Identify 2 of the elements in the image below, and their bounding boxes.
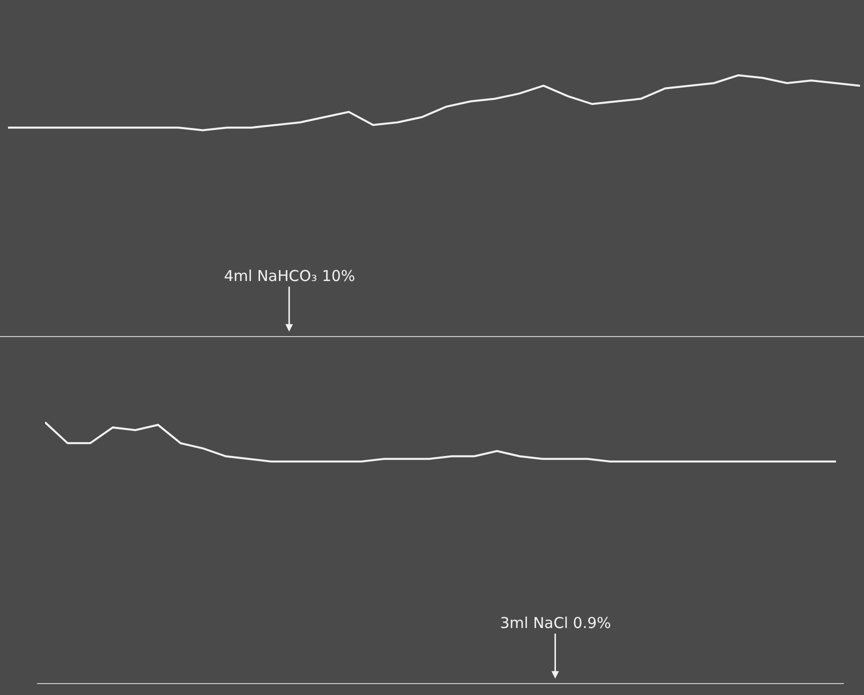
annotation: 3ml NaCl 0.9% xyxy=(500,614,612,632)
annotation: 4ml NaHCO₃ 10% xyxy=(224,267,356,285)
